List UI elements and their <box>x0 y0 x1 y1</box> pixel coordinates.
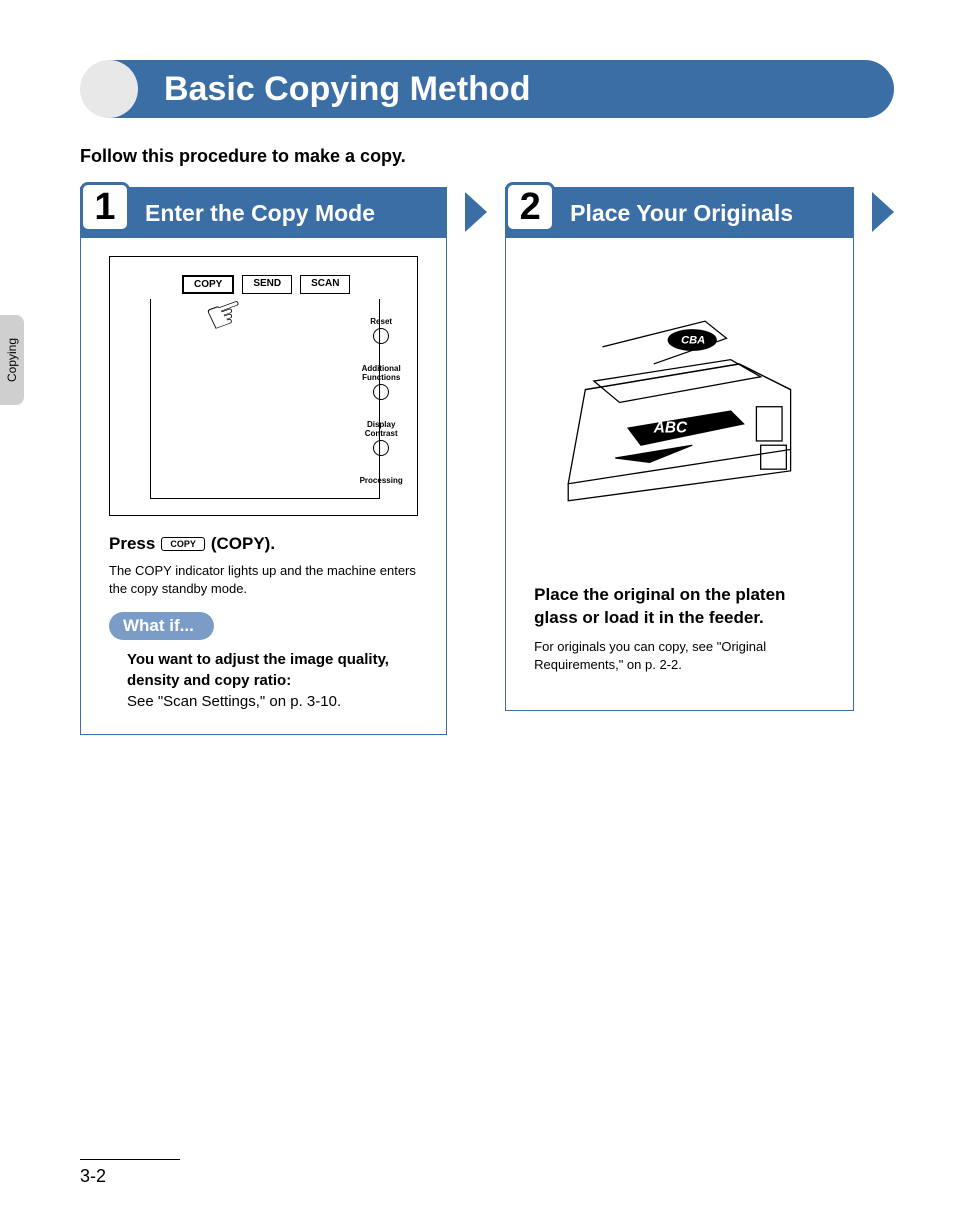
panel-processing-label: Processing <box>351 476 411 485</box>
step-body-2: CBA ABC Place the original on the platen… <box>506 238 853 710</box>
reset-text: Reset <box>370 317 392 326</box>
step-title-2: Place Your Originals <box>570 200 793 227</box>
contrast-text: Display Contrast <box>365 420 398 438</box>
step-header-1: 1 Enter the Copy Mode <box>81 188 446 238</box>
step2-description: For originals you can copy, see "Origina… <box>534 638 825 674</box>
step-connector-2 <box>872 187 894 237</box>
arrow-right-icon-2 <box>872 192 894 232</box>
panel-screen <box>150 299 380 499</box>
step-card-1: 1 Enter the Copy Mode COPY SEND SCAN ☞ R… <box>80 187 447 735</box>
page-title-bar: Basic Copying Method <box>80 60 894 118</box>
panel-contrast-label: Display Contrast <box>351 420 411 456</box>
reset-circle-icon <box>373 328 389 344</box>
addfunc-circle-icon <box>373 384 389 400</box>
feeder-illustration: CBA ABC <box>534 256 825 566</box>
step-body-1: COPY SEND SCAN ☞ Reset Additional Functi… <box>81 238 446 734</box>
whatif-reference: See "Scan Settings," on p. 3-10. <box>127 691 418 712</box>
step-title-1: Enter the Copy Mode <box>145 200 375 227</box>
page-number: 3-2 <box>80 1159 180 1187</box>
intro-text: Follow this procedure to make a copy. <box>80 146 894 167</box>
step-card-2: 2 Place Your Originals CBA <box>505 187 854 711</box>
page-title: Basic Copying Method <box>164 70 530 109</box>
press-suffix: (COPY). <box>211 534 275 554</box>
svg-text:CBA: CBA <box>681 334 705 346</box>
panel-button-row: COPY SEND SCAN <box>182 275 350 294</box>
step-header-2: 2 Place Your Originals <box>506 188 853 238</box>
arrow-right-icon <box>465 192 487 232</box>
step1-description: The COPY indicator lights up and the mac… <box>109 562 418 598</box>
step-number-2: 2 <box>505 182 555 232</box>
whatif-pill: What if... <box>109 612 214 640</box>
processing-text: Processing <box>360 476 403 485</box>
step-connector-1 <box>465 187 487 237</box>
title-pill: Basic Copying Method <box>109 60 894 118</box>
whatif-body: You want to adjust the image quality, de… <box>109 650 418 712</box>
page-content: Basic Copying Method Follow this procedu… <box>0 0 954 1227</box>
addfunc-text: Additional Functions <box>362 364 401 382</box>
svg-text:ABC: ABC <box>653 419 688 436</box>
press-prefix: Press <box>109 534 155 554</box>
whatif-heading: You want to adjust the image quality, de… <box>127 650 418 691</box>
title-bullet-circle <box>80 60 138 118</box>
step2-instruction: Place the original on the platen glass o… <box>534 584 825 630</box>
control-panel-illustration: COPY SEND SCAN ☞ Reset Additional Functi… <box>109 256 418 516</box>
panel-send-button: SEND <box>242 275 292 294</box>
step-number-1: 1 <box>80 182 130 232</box>
copier-svg: CBA ABC <box>534 256 825 566</box>
steps-row: 1 Enter the Copy Mode COPY SEND SCAN ☞ R… <box>80 187 894 735</box>
panel-addfunc-label: Additional Functions <box>351 364 411 400</box>
panel-side-labels: Reset Additional Functions Display Contr… <box>351 317 411 505</box>
copy-key-icon: COPY <box>161 537 205 551</box>
panel-scan-button: SCAN <box>300 275 350 294</box>
press-instruction: Press COPY (COPY). <box>109 534 418 554</box>
contrast-circle-icon <box>373 440 389 456</box>
panel-reset-label: Reset <box>351 317 411 344</box>
